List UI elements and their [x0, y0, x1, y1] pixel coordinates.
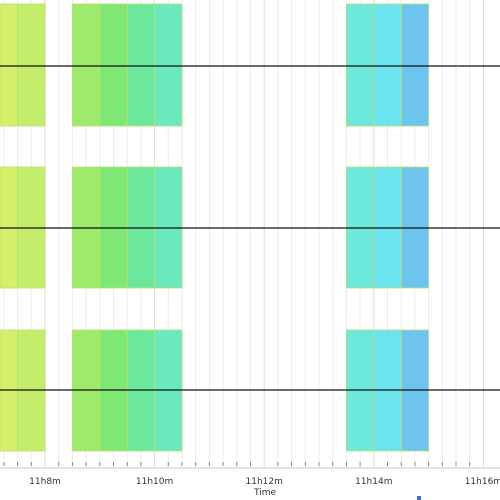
x-tick-label: 11h10m [136, 477, 173, 487]
x-tick-label: 11h16m [465, 477, 500, 487]
x-axis-title: Time [253, 488, 276, 498]
segment-bar [17, 3, 46, 127]
segment-bar [154, 3, 183, 127]
track-marker: - [457, 63, 459, 70]
segment-bar [400, 3, 430, 127]
scrollbar-thumb[interactable] [417, 496, 421, 500]
x-tick-label: 11h8m [29, 477, 61, 487]
x-tick-label: 11h12m [246, 477, 283, 487]
segment-bar [373, 3, 402, 127]
track-lines: - - - [0, 63, 500, 394]
segment-bar [126, 3, 155, 127]
segment-bar [0, 3, 19, 127]
segment-bar [99, 3, 128, 127]
segment-bar [72, 3, 101, 127]
track-marker: - [457, 387, 459, 394]
segment-bar [345, 3, 375, 127]
track-marker: - [457, 225, 459, 232]
x-axis: 11h8m 11h10m 11h12m 11h14m 11h16m [0, 462, 500, 500]
x-tick-label: 11h14m [355, 477, 392, 487]
